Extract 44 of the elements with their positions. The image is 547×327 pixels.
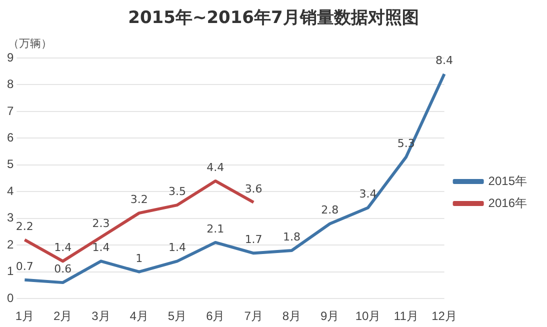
data-label: 3.6: [244, 182, 262, 196]
data-label: 8.4: [436, 54, 454, 68]
data-label: 1: [136, 252, 143, 265]
x-tick-label: 7月: [244, 309, 263, 324]
x-tick-label: 11月: [394, 309, 418, 324]
chart-title: 2015年~2016年7月销量数据对照图: [127, 7, 420, 29]
x-tick-label: 4月: [130, 309, 148, 324]
data-label: 0.6: [54, 262, 72, 276]
y-tick-label: 4: [6, 184, 14, 198]
x-tick-label: 6月: [206, 309, 225, 324]
x-tick-label: 9月: [320, 309, 340, 324]
x-tick-label: 3月: [92, 309, 110, 324]
x-tick-label: 8月: [282, 309, 302, 324]
data-label: 0.7: [16, 260, 34, 273]
data-label: 3.5: [168, 185, 186, 198]
data-label: 2.8: [321, 204, 339, 217]
y-tick-label: 5: [6, 157, 14, 172]
data-label: 2.2: [16, 220, 34, 233]
x-tick-label: 2月: [53, 309, 72, 324]
x-tick-label: 1月: [15, 309, 34, 324]
data-label: 1.4: [54, 241, 72, 254]
data-label: 1.8: [282, 230, 300, 244]
data-label: 4.4: [206, 160, 224, 174]
data-label: 1.7: [244, 233, 262, 246]
y-axis-title: （万辆）: [8, 36, 52, 51]
legend-label: 2015年: [488, 174, 528, 188]
x-tick-label: 12月: [432, 309, 457, 324]
data-label: 3.4: [359, 188, 377, 201]
y-tick-label: 0: [6, 290, 14, 305]
y-tick-label: 2: [6, 237, 14, 252]
data-label: 1.4: [92, 241, 110, 254]
y-tick-label: 3: [6, 210, 14, 225]
data-label: 2.3: [92, 217, 110, 230]
legend-label: 2016年: [488, 196, 528, 210]
y-tick-label: 8: [6, 77, 14, 92]
data-label: 2.1: [206, 222, 224, 236]
y-tick-label: 7: [6, 104, 14, 118]
x-tick-label: 5月: [168, 309, 187, 324]
data-label: 3.2: [130, 193, 148, 206]
y-tick-label: 6: [6, 130, 14, 145]
x-tick-label: 10月: [355, 309, 381, 324]
y-tick-label: 1: [6, 264, 14, 278]
y-tick-label: 9: [6, 50, 14, 64]
data-label: 1.4: [168, 241, 186, 254]
